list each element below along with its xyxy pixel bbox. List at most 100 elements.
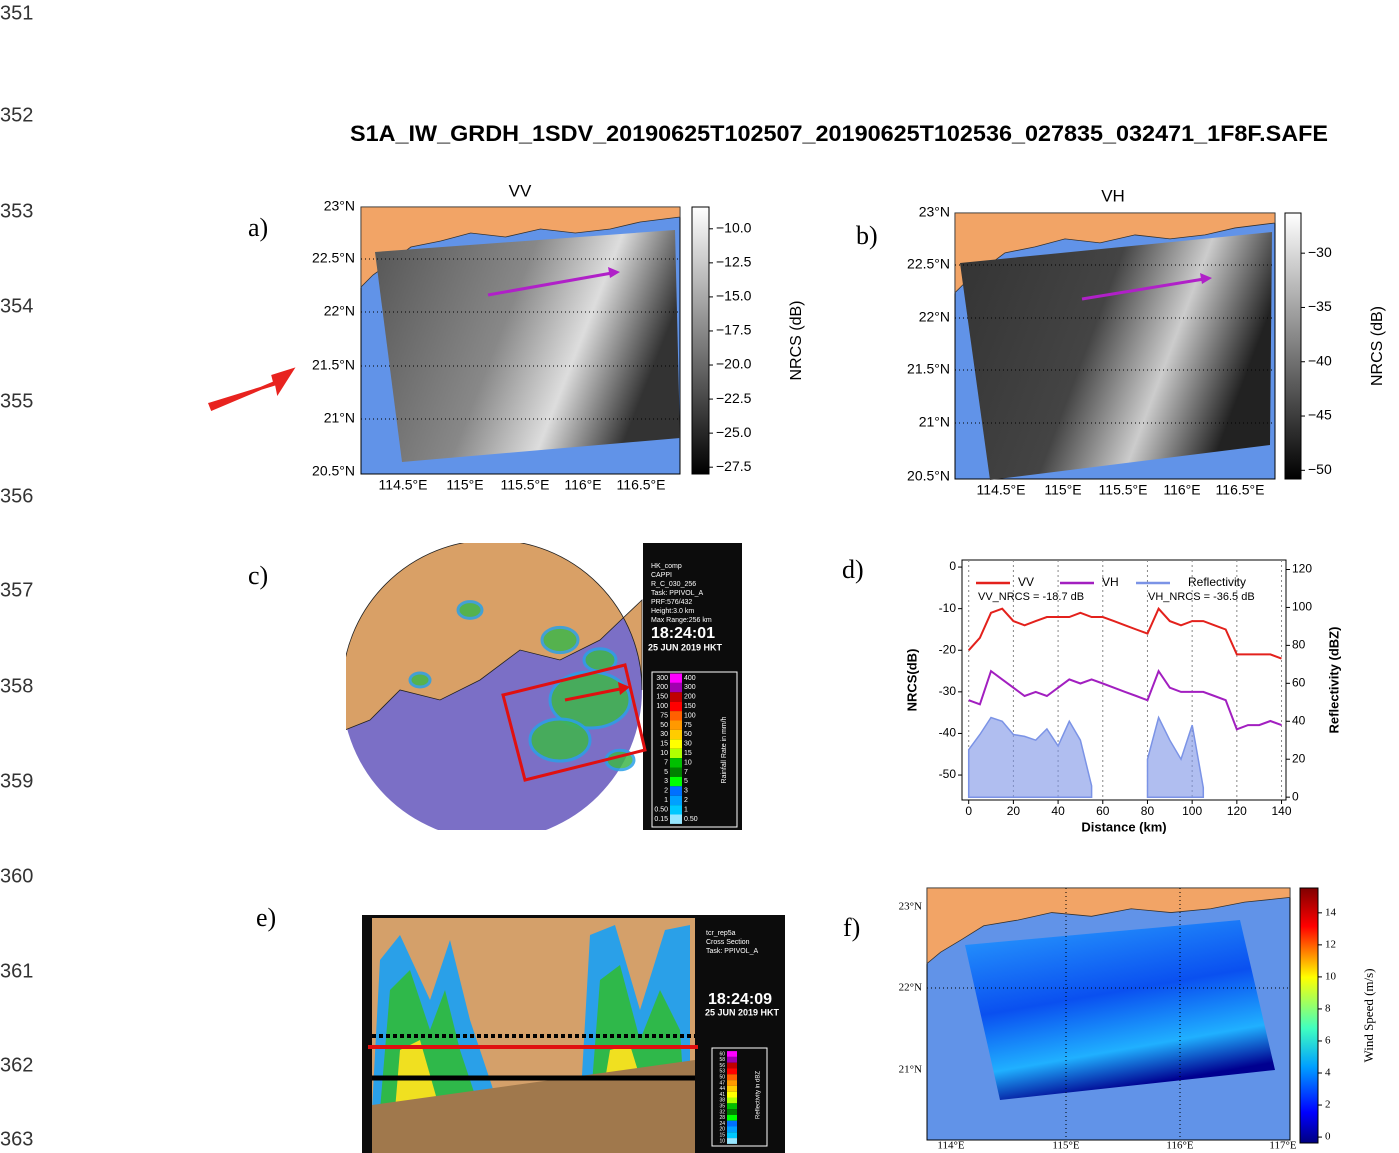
- lon-label: 115.5°E: [1099, 482, 1148, 498]
- y-tick-label: -10: [939, 601, 957, 615]
- x-tick-label: 140: [1272, 804, 1292, 818]
- radar-arrow: [564, 687, 621, 702]
- radar-info: Task: PPIVOL_A: [651, 590, 703, 597]
- colorbar-label: Wind Speed (m/s): [1361, 968, 1376, 1062]
- lon-label: 116°E: [1166, 1140, 1193, 1152]
- scale-right: 2: [684, 797, 688, 804]
- xsec-swatch: [727, 1097, 737, 1104]
- map-panel: 23°N 22.5°N 22°N 21.5°N 21°N 20.5°N 114.5°E 115…: [312, 181, 805, 492]
- xsec-scale-label: 35: [719, 1104, 725, 1110]
- xsec-swatch: [727, 1103, 737, 1110]
- scale-right: 5: [684, 778, 688, 785]
- radar-xsec: tcr_rep5a Cross Section Task: PPIVOL_A 18:2…: [362, 915, 785, 1153]
- lon-label: 117°E: [1269, 1140, 1296, 1152]
- scale-swatch: [670, 720, 682, 730]
- line-number: 353: [0, 200, 33, 222]
- scale-left: 10: [660, 750, 668, 757]
- scale-swatch: [670, 786, 682, 796]
- scale-box: [651, 671, 738, 828]
- scale-right: 1: [684, 806, 688, 813]
- scale-right: 300: [684, 684, 696, 691]
- scale-left: 0.15: [654, 816, 668, 823]
- scale-left: 1: [664, 797, 668, 804]
- scale-left: 2: [664, 788, 668, 795]
- panel-label: b): [856, 221, 878, 250]
- lon-label: 114°E: [937, 1140, 964, 1152]
- xsec-date: 25 JUN 2019 HKT: [705, 1007, 780, 1017]
- land: [926, 887, 1291, 965]
- colorbar-tick-label: −30: [1308, 244, 1332, 260]
- y2-tick-label: 60: [1292, 675, 1306, 689]
- colorbar-tick-label: 8: [1325, 1002, 1331, 1014]
- lon-label: 115°E: [1044, 482, 1081, 498]
- xsec-scale-label: 32: [719, 1109, 725, 1115]
- legend-label: VV: [1018, 575, 1034, 589]
- colorbar-tick-label: 10: [1325, 970, 1337, 982]
- colorbar: [1299, 887, 1319, 1144]
- scale-swatch: [670, 805, 682, 815]
- radar-info: CAPPI: [651, 572, 672, 579]
- xsec-swatch: [727, 1068, 737, 1075]
- line-number: 358: [0, 675, 33, 697]
- line-number: 355: [0, 390, 33, 412]
- panel-label: c): [248, 561, 268, 590]
- x-tick-label: 80: [1141, 804, 1155, 818]
- y2-tick-label: 120: [1292, 562, 1312, 576]
- colorbar-label: NRCS (dB): [788, 300, 805, 380]
- x-axis-label: Distance (km): [1081, 819, 1166, 834]
- colorbar-tick-label: 14: [1325, 906, 1337, 918]
- y-tick-label: -50: [939, 767, 957, 781]
- y2-tick-label: 80: [1292, 638, 1306, 652]
- scale-right: 75: [684, 722, 692, 729]
- xsec-scale-label: 20: [719, 1127, 725, 1133]
- colorbar-tick-label: 0: [1325, 1131, 1331, 1143]
- line-number: 360: [0, 865, 33, 887]
- chart: 0 20 40 60 80 100 120 1400-10-20-30-40-50020406…: [904, 559, 1341, 834]
- xsec-swatch: [727, 1126, 737, 1133]
- scale-right: 150: [684, 703, 696, 710]
- scale-left: 100: [656, 703, 668, 710]
- scale-swatch: [670, 767, 682, 777]
- lon-label: 115°E: [1052, 1140, 1079, 1152]
- xsec-swatch: [727, 1109, 737, 1115]
- x-tick-label: 0: [965, 804, 972, 818]
- lat-label: 23°N: [899, 901, 922, 913]
- lon-label: 116.5°E: [617, 477, 666, 493]
- lon-label: 114.5°E: [379, 477, 428, 493]
- scale-left: 3: [664, 778, 668, 785]
- line-number: 354: [0, 295, 33, 317]
- image-swath: [965, 920, 1275, 1100]
- x-tick-label: 40: [1051, 804, 1065, 818]
- y2-tick-label: 100: [1292, 600, 1312, 614]
- radar-ppi: HK_comp CAPPI R_C_030_256 Task: PPIVOL_A PRF…: [346, 543, 742, 830]
- colorbar: [1284, 212, 1302, 480]
- rain-echo: [528, 717, 592, 763]
- lat-label: 21.5°N: [312, 357, 355, 373]
- area: [967, 715, 1205, 798]
- panel-label: a): [248, 213, 268, 242]
- xsec-scale-label: 10: [719, 1138, 725, 1144]
- rain-echo: [548, 670, 632, 730]
- map-title: VV: [509, 181, 532, 200]
- rain-echo: [456, 600, 484, 620]
- xsec-swatch: [727, 1051, 737, 1057]
- colorbar-tick-label: −27.5: [716, 458, 752, 474]
- colorbar-label: NRCS (dB): [1369, 306, 1386, 386]
- scale-left: 0.50: [654, 806, 668, 813]
- xsec-scale-label: 41: [719, 1092, 725, 1098]
- lat-label: 22.5°N: [907, 256, 950, 272]
- line-number: 359: [0, 770, 33, 792]
- lon-label: 116°E: [564, 477, 601, 493]
- panel-label: f): [843, 913, 860, 942]
- xsec-scale-label: 56: [719, 1063, 725, 1069]
- scale-right: 10: [684, 759, 692, 766]
- scale-right: 30: [684, 741, 692, 748]
- xsec-scale-label: 28: [719, 1115, 725, 1121]
- radar-info: PRF:576/432: [651, 599, 692, 606]
- xsec-scale-label: 38: [719, 1098, 725, 1104]
- map-panel: 23°N 22°N 21°N 114°E 115°E 116°E 117°E 0 2 4 6 8 10 1…: [899, 887, 1376, 1152]
- colorbar-tick-label: 6: [1325, 1034, 1331, 1046]
- scale-title: Rainfall Rate in mm/h: [721, 716, 728, 783]
- y2-tick-label: 0: [1292, 789, 1299, 803]
- xsec-swatch: [727, 1074, 737, 1081]
